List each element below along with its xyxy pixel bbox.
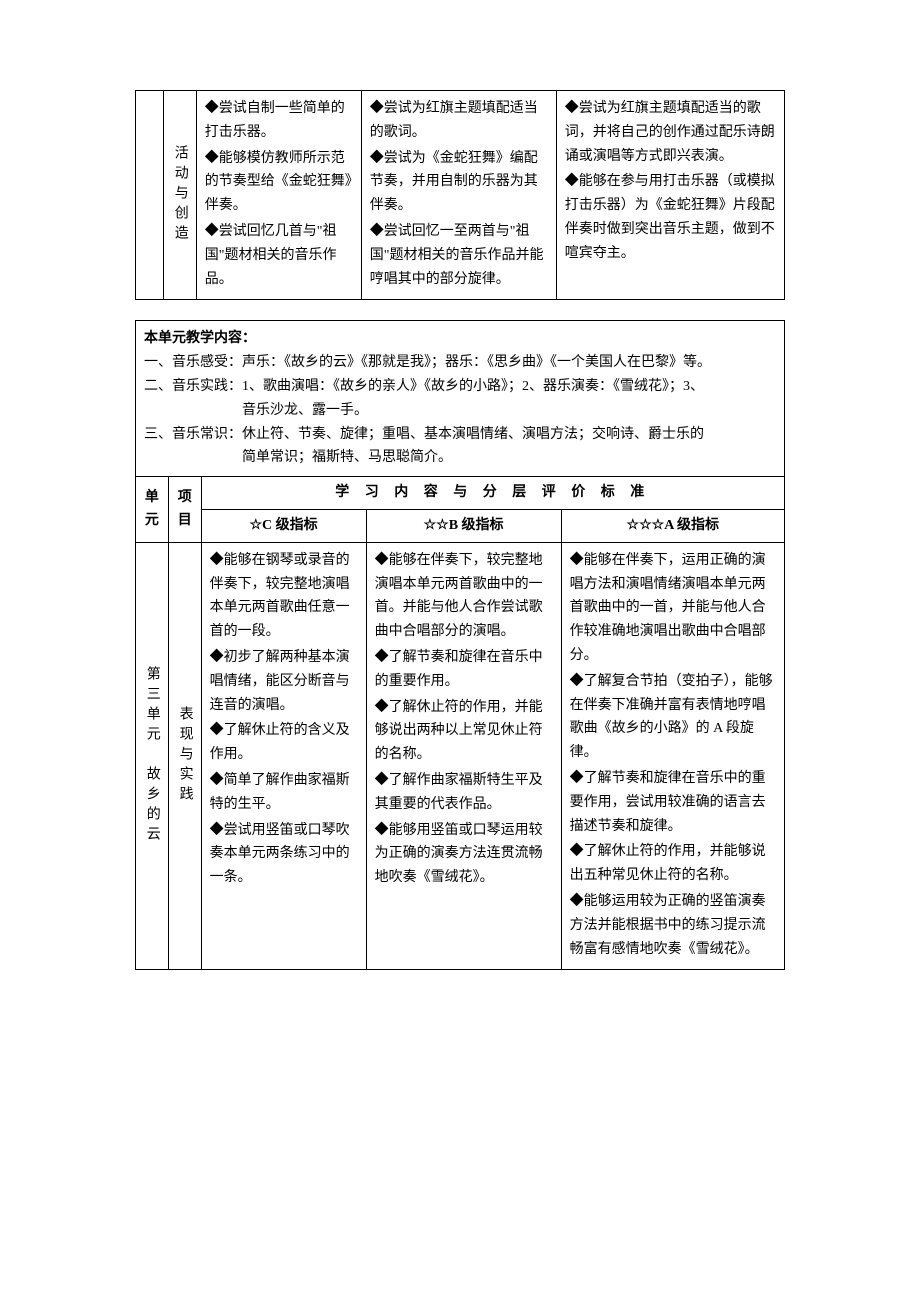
unit-cell-empty [136,91,164,300]
header-category: 项目 [168,477,201,543]
col-b-cell: ◆尝试为红旗主题填配适当的歌词。 ◆尝试为《金蛇狂舞》编配节奏，并用自制的乐器为… [361,91,556,300]
content-line-2a: 二、音乐实践：1、歌曲演唱：《故乡的亲人》《故乡的小路》；2、器乐演奏：《雪绒花… [144,375,776,399]
header-title: 学 习 内 容 与 分 层 评 价 标 准 [201,477,784,510]
content-line-2b: 音乐沙龙、露一手。 [144,399,776,423]
list-item: ◆能够在伴奏下，较完整地演唱本单元两首歌曲中的一首。并能与他人合作尝试歌曲中合唱… [375,549,553,644]
header-row-1: 单元 项目 学 习 内 容 与 分 层 评 价 标 准 [136,477,785,510]
list-item: ◆尝试为红旗主题填配适当的歌词，并将自己的创作通过配乐诗朗诵或演唱等方式即兴表演… [565,97,776,168]
col-c-cell: ◆尝试自制一些简单的打击乐器。 ◆能够模仿教师所示范的节奏型给《金蛇狂舞》伴奏。… [196,91,361,300]
list-item: ◆尝试回忆几首与"祖国"题材相关的音乐作品。 [205,220,353,291]
header-col-a: ☆☆☆A 级指标 [561,509,784,542]
col-a-cell: ◆能够在伴奏下，运用正确的演唱方法和演唱情绪演唱本单元两首歌曲中的一首，并能与他… [561,542,784,970]
list-item: ◆了解休止符的作用，并能够说出五种常见休止符的名称。 [570,840,776,888]
unit-content-title: 本单元教学内容： [144,327,776,351]
list-item: ◆尝试为红旗主题填配适当的歌词。 [370,97,548,145]
list-item: ◆能够在参与用打击乐器（或模拟打击乐器）为《金蛇狂舞》片段配伴奏时做到突出音乐主… [565,170,776,265]
list-item: ◆了解休止符的含义及作用。 [210,719,358,767]
content-line-3b: 简单常识；福斯特、马思聪简介。 [144,446,776,470]
header-unit: 单元 [136,477,169,543]
list-item: ◆了解休止符的作用，并能够说出两种以上常见休止符的名称。 [375,696,553,767]
list-item: ◆初步了解两种基本演唱情绪，能区分断音与连音的演唱。 [210,646,358,717]
header-row-2: ☆C 级指标 ☆☆B 级指标 ☆☆☆A 级指标 [136,509,785,542]
list-item: ◆简单了解作曲家福斯特的生平。 [210,769,358,817]
list-item: ◆能够运用较为正确的竖笛演奏方法并能根据书中的练习提示流畅富有感情地吹奏《雪绒花… [570,890,776,961]
list-item: ◆尝试自制一些简单的打击乐器。 [205,97,353,145]
list-item: ◆了解节奏和旋律在音乐中的重要作用。 [375,646,553,694]
category-cell: 表现与实践 [168,542,201,970]
list-item: ◆能够用竖笛或口琴运用较为正确的演奏方法连贯流畅地吹奏《雪绒花》。 [375,819,553,890]
list-item: ◆能够模仿教师所示范的节奏型给《金蛇狂舞》伴奏。 [205,147,353,218]
list-item: ◆能够在伴奏下，运用正确的演唱方法和演唱情绪演唱本单元两首歌曲中的一首，并能与他… [570,549,776,668]
content-line-1: 一、音乐感受：声乐：《故乡的云》《那就是我》；器乐：《思乡曲》《一个美国人在巴黎… [144,351,776,375]
table-row: 活动与创造 ◆尝试自制一些简单的打击乐器。 ◆能够模仿教师所示范的节奏型给《金蛇… [136,91,785,300]
col-b-cell: ◆能够在伴奏下，较完整地演唱本单元两首歌曲中的一首。并能与他人合作尝试歌曲中合唱… [366,542,561,970]
col-a-cell: ◆尝试为红旗主题填配适当的歌词，并将自己的创作通过配乐诗朗诵或演唱等方式即兴表演… [556,91,784,300]
list-item: ◆能够在钢琴或录音的伴奏下，较完整地演唱本单元两首歌曲任意一首的一段。 [210,549,358,644]
table-unit-three: 本单元教学内容： 一、音乐感受：声乐：《故乡的云》《那就是我》；器乐：《思乡曲》… [135,320,785,970]
content-section-row: 本单元教学内容： 一、音乐感受：声乐：《故乡的云》《那就是我》；器乐：《思乡曲》… [136,321,785,477]
list-item: ◆了解作曲家福斯特生平及其重要的代表作品。 [375,769,553,817]
table-activity-creation: 活动与创造 ◆尝试自制一些简单的打击乐器。 ◆能够模仿教师所示范的节奏型给《金蛇… [135,90,785,300]
col-c-cell: ◆能够在钢琴或录音的伴奏下，较完整地演唱本单元两首歌曲任意一首的一段。 ◆初步了… [201,542,366,970]
category-cell: 活动与创造 [164,91,197,300]
table-row: 第三单元 故乡的云 表现与实践 ◆能够在钢琴或录音的伴奏下，较完整地演唱本单元两… [136,542,785,970]
list-item: ◆尝试用竖笛或口琴吹奏本单元两条练习中的一条。 [210,819,358,890]
list-item: ◆尝试为《金蛇狂舞》编配节奏，并用自制的乐器为其伴奏。 [370,147,548,218]
list-item: ◆尝试回忆一至两首与"祖国"题材相关的音乐作品并能哼唱其中的部分旋律。 [370,220,548,291]
content-line-3a: 三、音乐常识：休止符、节奏、旋律；重唱、基本演唱情绪、演唱方法；交响诗、爵士乐的 [144,423,776,447]
list-item: ◆了解复合节拍（变拍子），能够在伴奏下准确并富有表情地哼唱歌曲《故乡的小路》的 … [570,670,776,765]
unit-name-cell: 第三单元 故乡的云 [136,542,169,970]
header-col-b: ☆☆B 级指标 [366,509,561,542]
list-item: ◆了解节奏和旋律在音乐中的重要作用，尝试用较准确的语言去描述节奏和旋律。 [570,767,776,838]
unit-content-cell: 本单元教学内容： 一、音乐感受：声乐：《故乡的云》《那就是我》；器乐：《思乡曲》… [136,321,785,477]
header-col-c: ☆C 级指标 [201,509,366,542]
